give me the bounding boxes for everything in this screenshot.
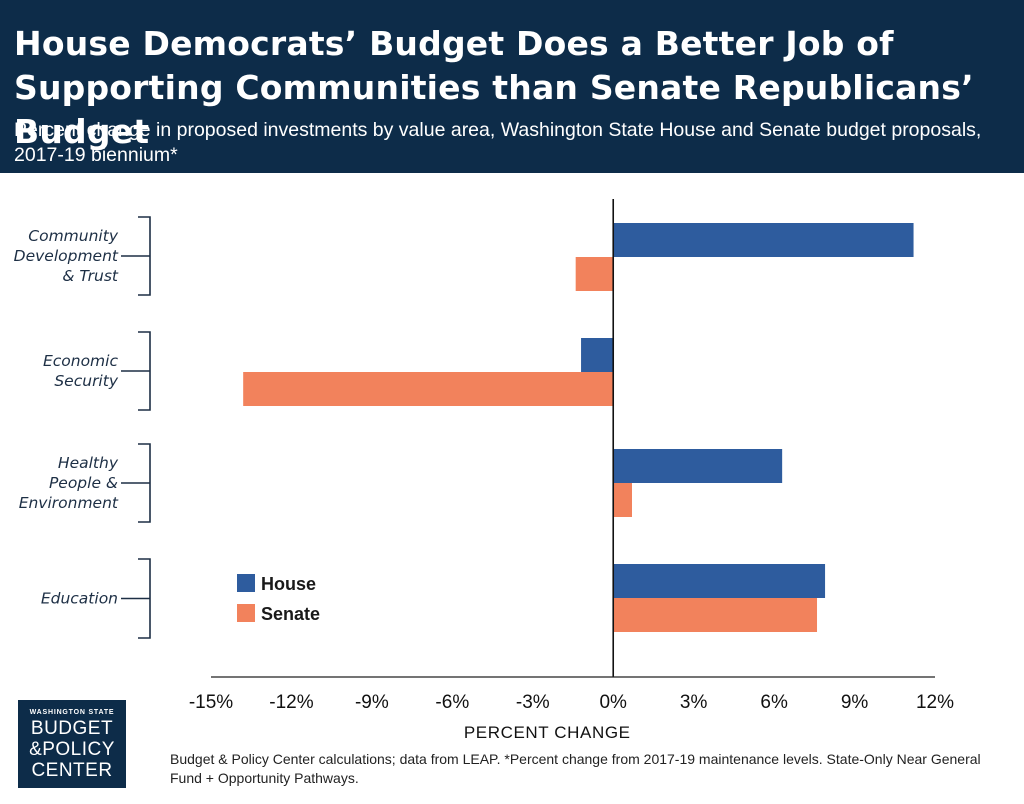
bar-house-2 [613, 449, 783, 483]
bar-chart: -15% -12% -9% -6% -3% 0% 3% 6% 9% 12% PERCENT CHAN… [14, 199, 954, 742]
bar-senate-2 [613, 483, 632, 517]
x-tick-label: -3% [516, 692, 550, 713]
chart-title: House Democrats’ Budget Does a Better Jo… [14, 24, 974, 151]
legend-label-senate: Senate [261, 604, 320, 624]
chart-subtitle: Percent change in proposed investments b… [14, 119, 982, 166]
bar-senate-3 [613, 598, 818, 632]
category-label: Community [28, 227, 119, 245]
x-tick-label: 9% [841, 692, 869, 713]
category-label: Economic [43, 352, 119, 370]
x-tick-label: 12% [916, 692, 954, 713]
category-label: Security [54, 372, 118, 390]
category-label: People & [49, 474, 118, 492]
x-tick-label: -15% [189, 692, 233, 713]
legend-swatch-house [237, 574, 255, 592]
bar-senate-0 [575, 257, 614, 291]
category-label: & Trust [62, 267, 119, 285]
x-tick-label: 3% [680, 692, 708, 713]
x-axis-title: PERCENT CHANGE [464, 723, 631, 742]
logo-line-1: BUDGET [30, 718, 114, 739]
category-label: Education [41, 590, 118, 608]
category-label: Environment [19, 494, 119, 512]
legend-label-house: House [261, 574, 316, 594]
x-tick-label: -12% [269, 692, 313, 713]
x-tick-label: 0% [599, 692, 627, 713]
category-label: Healthy [58, 454, 119, 472]
logo-state-text: WASHINGTON STATE [29, 709, 115, 716]
legend-swatch-senate [237, 604, 255, 622]
bar-house-1 [581, 338, 614, 372]
bar-house-0 [613, 223, 914, 257]
x-tick-label: -6% [435, 692, 469, 713]
x-tick-label: 6% [760, 692, 788, 713]
logo-line-3: CENTER [31, 760, 113, 781]
bar-senate-1 [243, 372, 614, 406]
logo-line-2: &POLICY [29, 739, 115, 760]
header-banner: House Democrats’ Budget Does a Better Jo… [0, 0, 1024, 173]
budget-policy-center-logo: WASHINGTON STATE BUDGET &POLICY CENTER [18, 700, 126, 788]
category-label: Development [14, 247, 119, 265]
bar-house-3 [613, 564, 826, 598]
source-note: Budget & Policy Center calculations; dat… [170, 751, 981, 786]
x-tick-label: -9% [355, 692, 389, 713]
